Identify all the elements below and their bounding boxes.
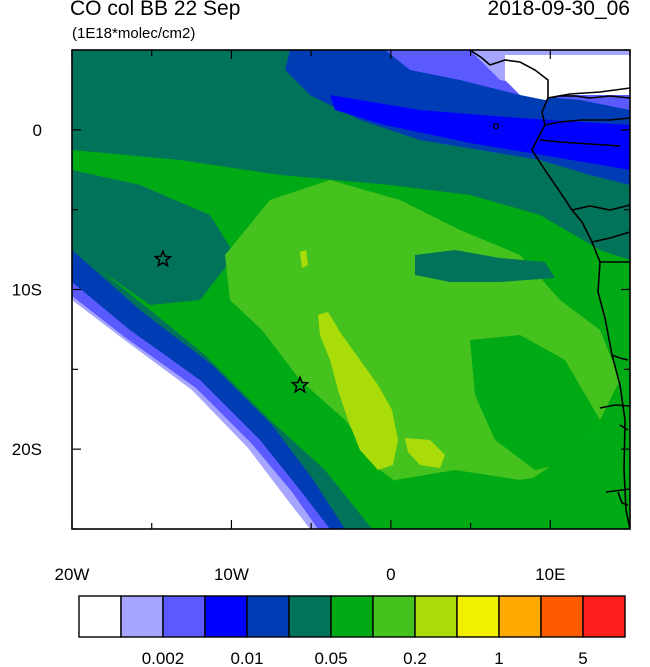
colorbar-swatch [330, 595, 374, 638]
field-yellow-green-south [405, 438, 445, 468]
lat-tick-label: 10S [12, 281, 42, 300]
lat-tick-label: 0 [33, 121, 42, 140]
colorbar-swatch [288, 595, 332, 638]
colorbar-swatch [414, 595, 458, 638]
island-marker [492, 122, 500, 130]
field-east-green-patch [470, 335, 600, 470]
units-label: (1E18*molec/cm2) [72, 25, 196, 42]
star-marker-south [290, 375, 310, 394]
star-marker-north [153, 249, 173, 268]
lat-tick-label: 20S [12, 440, 42, 459]
field-land-no-data [505, 55, 630, 100]
field-southeast-green [395, 470, 630, 529]
colorbar-label: 0.002 [142, 649, 185, 667]
lon-tick-label: 20W [55, 565, 90, 584]
lon-tick-label: 10W [214, 565, 249, 584]
field-yellow-green-speck [300, 250, 308, 268]
colorbar-swatch [162, 595, 206, 638]
field-medium-blue-edge [72, 275, 338, 529]
axis-tick-labels: 20W 10W 0 10E 0 10S 20S [12, 121, 566, 584]
co-field [72, 50, 630, 529]
map-title: CO col BB 22 Sep [70, 0, 241, 20]
colorbar-swatch [456, 595, 500, 638]
field-west-teal [72, 170, 235, 305]
colorbar-swatch [498, 595, 542, 638]
colorbar-swatch [78, 595, 122, 638]
coastline [469, 50, 630, 529]
datetime-label: 2018-09-30_06 [487, 0, 630, 20]
field-yellow-green-core [318, 312, 398, 470]
colorbar: 0.002 0.01 0.05 0.2 1 5 [78, 595, 626, 667]
colorbar-label: 0.2 [403, 649, 427, 667]
colorbar-swatch [540, 595, 584, 638]
field-northern-deep-blue [330, 95, 630, 170]
colorbar-label: 0.01 [230, 649, 263, 667]
colorbar-label: 5 [578, 649, 587, 667]
colorbar-swatch [204, 595, 248, 638]
field-no-data [72, 300, 310, 529]
field-blue-edge [72, 250, 345, 529]
field-teal-island [415, 250, 555, 282]
colorbar-swatch [246, 595, 290, 638]
colorbar-swatch [120, 595, 164, 638]
lon-tick-label: 0 [386, 565, 395, 584]
colorbar-swatch [372, 595, 416, 638]
colorbar-label: 0.05 [314, 649, 347, 667]
axis-ticks [71, 49, 631, 530]
colorbar-swatch [582, 595, 626, 638]
marker-layer [153, 249, 310, 394]
lon-tick-label: 10E [535, 565, 565, 584]
colorbar-label: 1 [494, 649, 503, 667]
